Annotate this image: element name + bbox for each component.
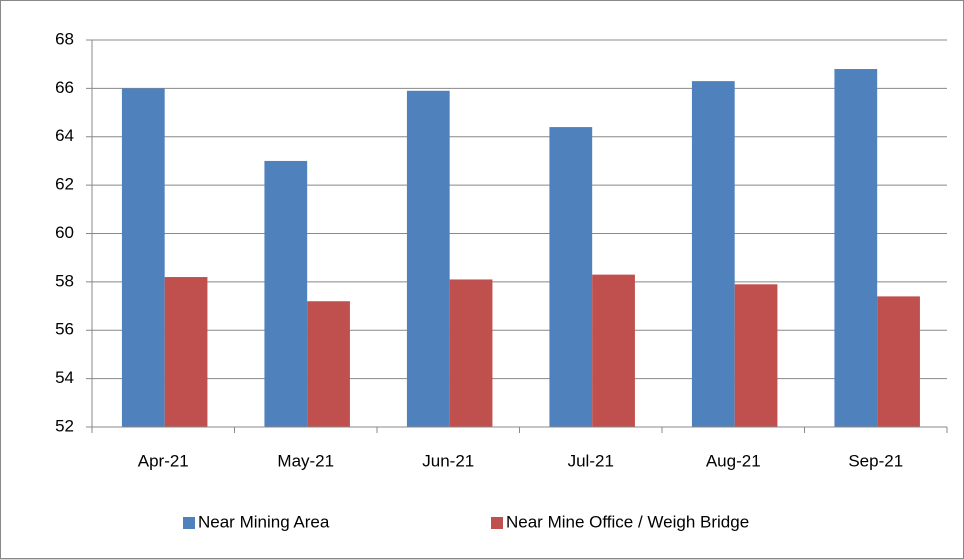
bar [592, 274, 635, 427]
x-tick-label: Apr-21 [138, 451, 189, 470]
y-tick-label: 60 [55, 223, 74, 242]
bar [164, 277, 208, 427]
bar [691, 81, 735, 428]
bar [549, 127, 593, 427]
bar [406, 90, 450, 427]
bar [734, 284, 778, 427]
y-tick-label: 58 [55, 271, 74, 290]
x-tick-label: Jun-21 [422, 451, 474, 470]
y-tick-label: 56 [55, 320, 74, 339]
bar [264, 160, 308, 427]
legend-label: Near Mining Area [198, 512, 330, 531]
y-tick-label: 52 [55, 416, 74, 435]
bar [307, 301, 350, 427]
x-tick-label: Aug-21 [706, 451, 761, 470]
y-tick-label: 66 [55, 78, 74, 97]
y-tick-label: 68 [55, 29, 74, 48]
y-tick-label: 62 [55, 175, 74, 194]
bar [449, 279, 493, 427]
y-tick-label: 64 [55, 126, 74, 145]
legend-label: Near Mine Office / Weigh Bridge [506, 512, 749, 531]
bar [877, 296, 920, 427]
bar [834, 69, 878, 428]
x-tick-label: Sep-21 [848, 451, 903, 470]
legend-swatch [183, 517, 195, 529]
x-tick-label: Jul-21 [568, 451, 614, 470]
y-tick-label: 54 [55, 368, 74, 387]
legend-swatch [491, 517, 503, 529]
bar [121, 88, 165, 427]
x-tick-label: May-21 [277, 451, 334, 470]
